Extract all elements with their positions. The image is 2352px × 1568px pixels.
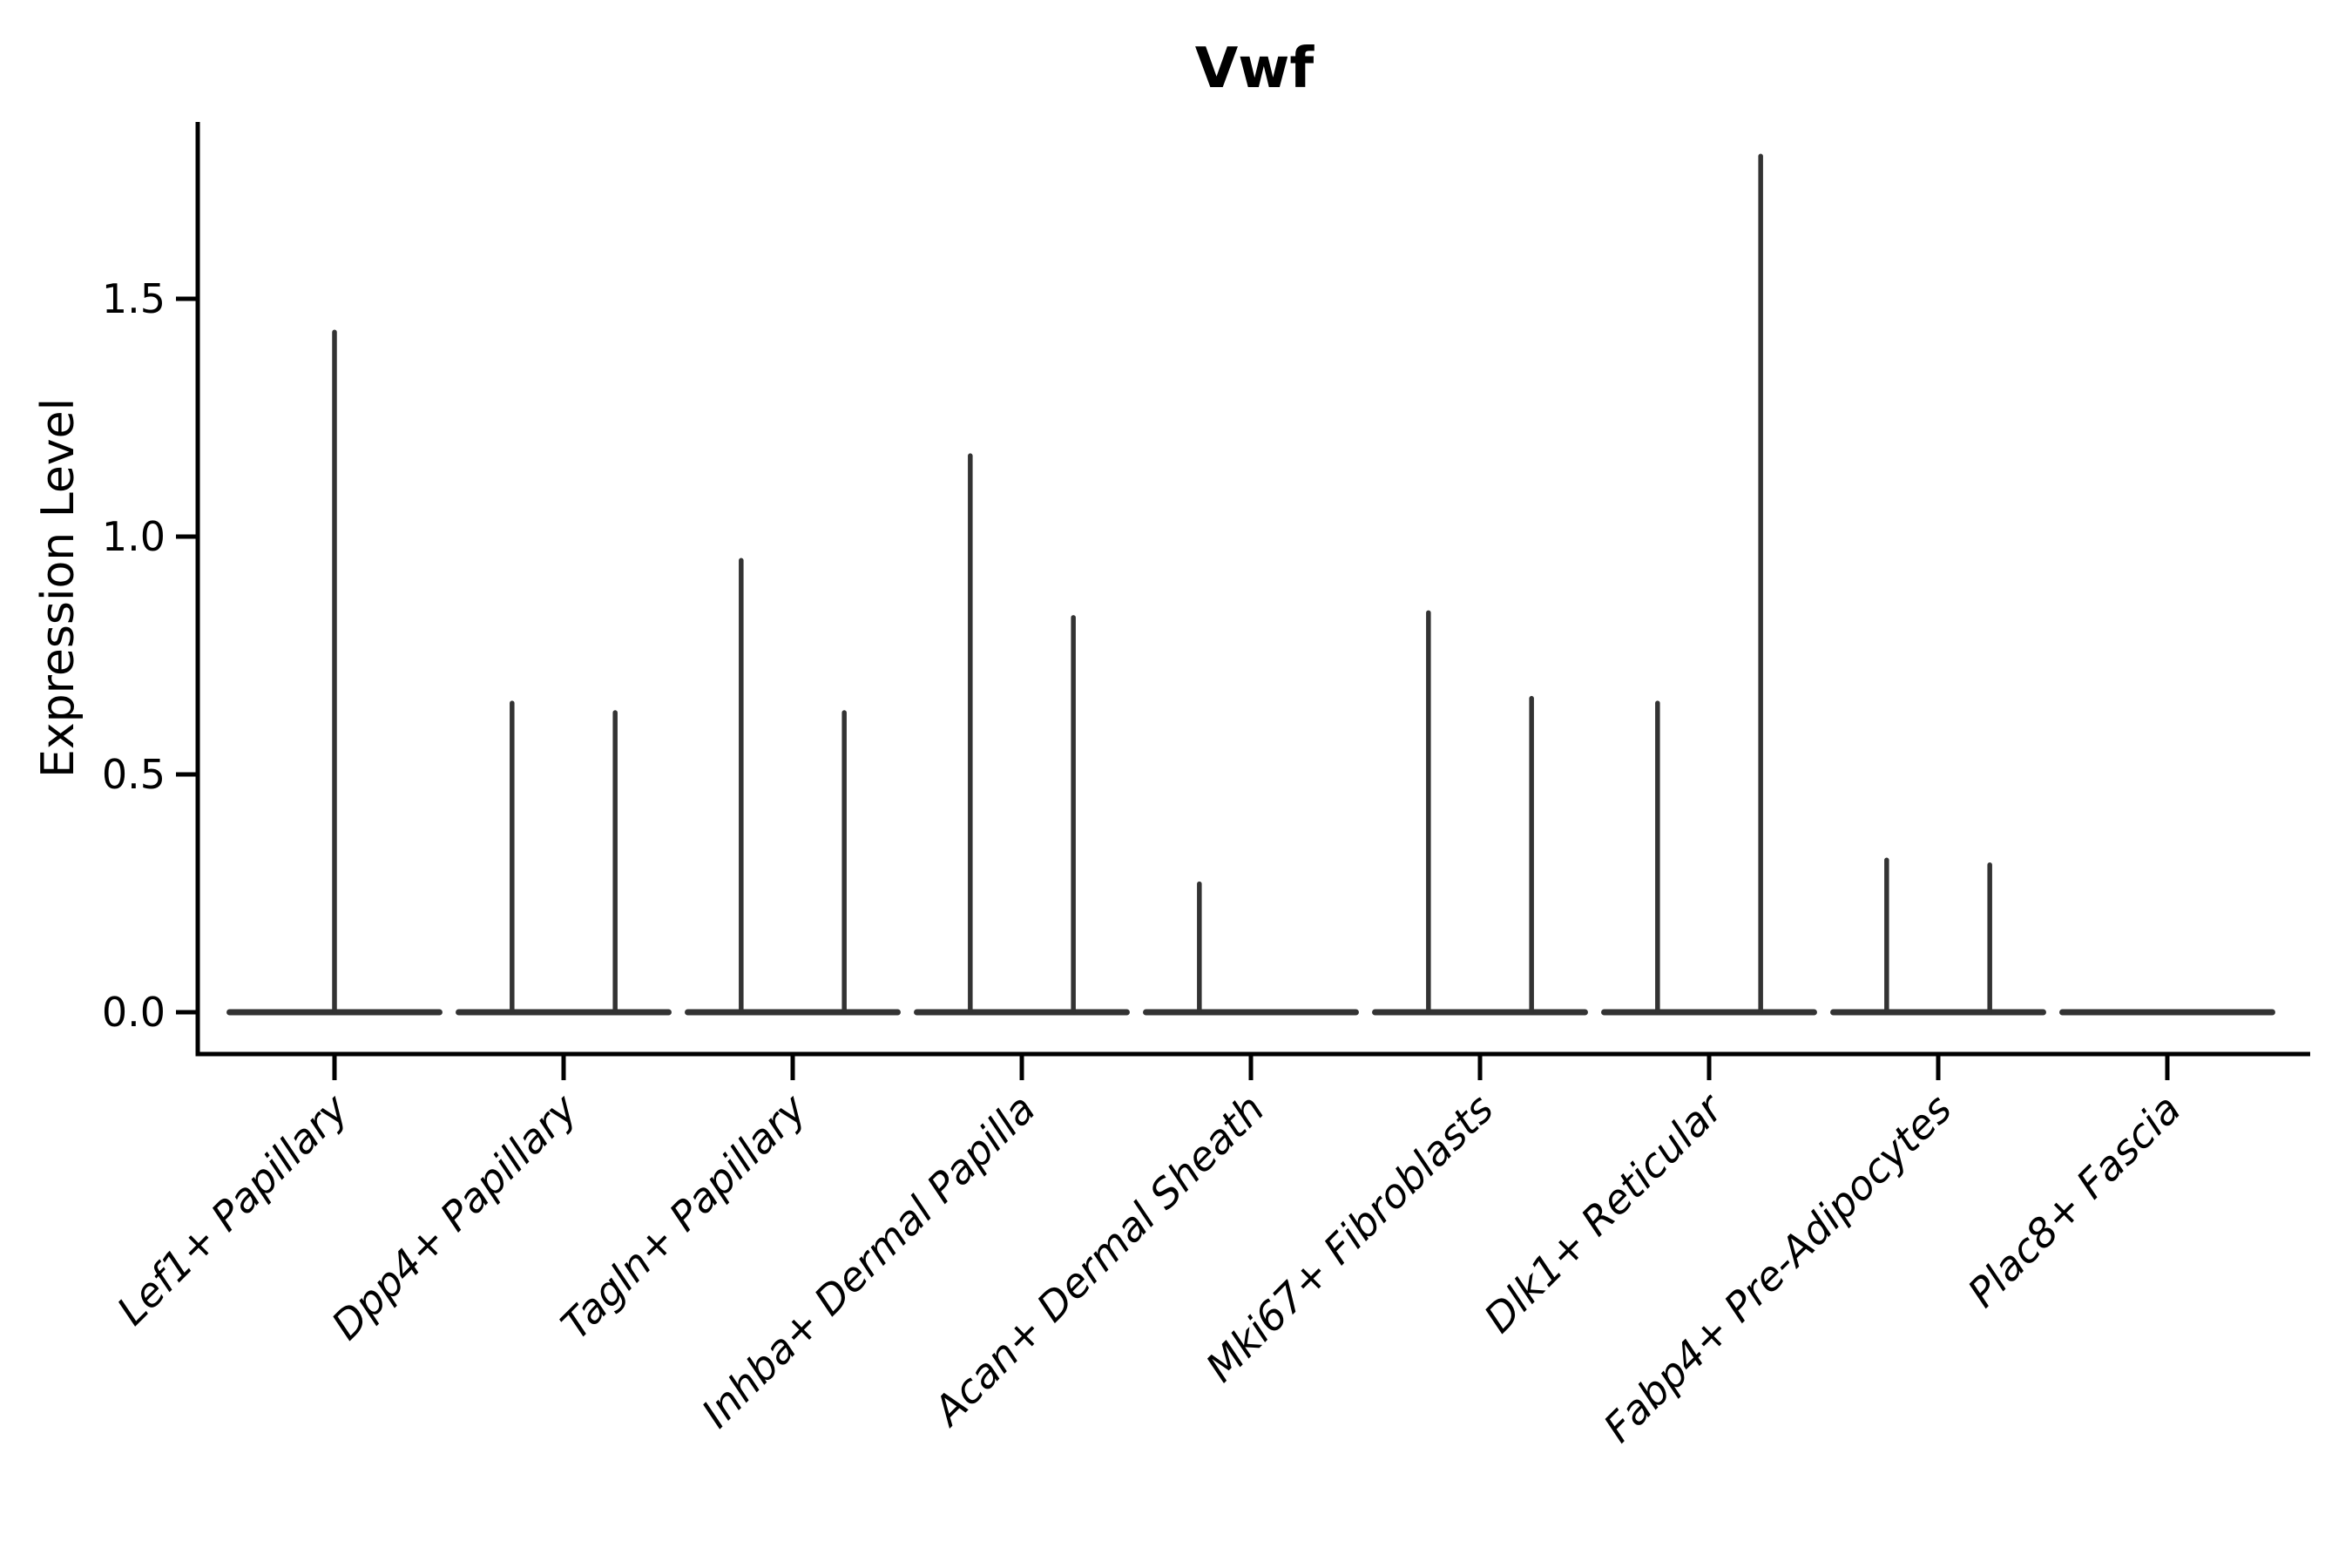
violin-2	[456, 700, 672, 1016]
y-tick-label: 0.5	[102, 751, 166, 798]
y-tick-label: 0.0	[102, 989, 166, 1036]
x-tick-label: Tagln+ Papillary	[551, 1085, 815, 1348]
violin-6	[1372, 610, 1588, 1016]
y-axis-ticks: 0.0 0.5 1.0 1.5	[102, 275, 198, 1036]
x-tick-label: Dlk1+ Reticular	[1475, 1083, 1734, 1342]
y-tick-label: 1.5	[102, 275, 166, 322]
violin-8	[1830, 857, 2046, 1016]
violin-7	[1601, 153, 1817, 1016]
violin-5	[1143, 881, 1359, 1016]
y-tick-label: 1.0	[102, 513, 166, 560]
violin-3	[685, 558, 901, 1016]
violins	[226, 153, 2275, 1016]
x-tick-label: Lef1+ Papillary	[108, 1085, 357, 1334]
violin-4	[914, 453, 1130, 1016]
y-axis-label: Expression Level	[32, 398, 84, 778]
violin-1	[226, 329, 443, 1016]
x-tick-label: Dpp4+ Papillary	[322, 1085, 586, 1348]
x-tick-label: Plac8+ Fascia	[1958, 1085, 2189, 1316]
chart-title: Vwf	[1195, 37, 1315, 101]
